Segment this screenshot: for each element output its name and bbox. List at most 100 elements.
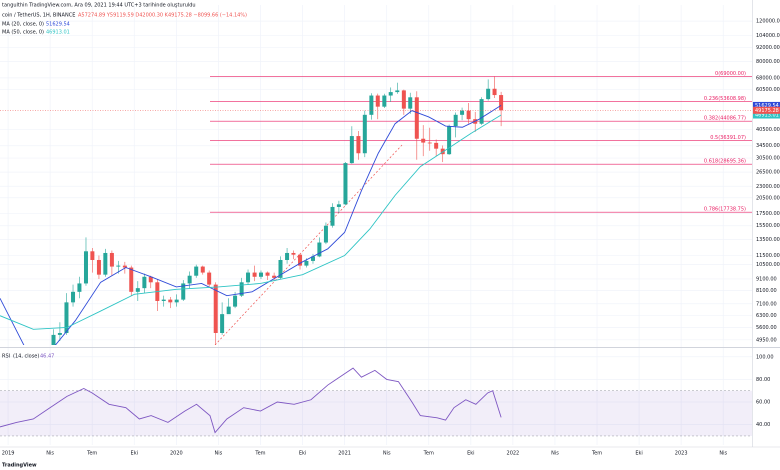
candle-body [479, 99, 484, 124]
candle-body [51, 334, 56, 345]
candle-body [285, 252, 290, 260]
candle-body [194, 266, 199, 276]
grid [0, 5, 752, 445]
candle-body [304, 260, 309, 266]
candle-body [278, 259, 283, 278]
candle-body [258, 272, 263, 277]
line-series [0, 367, 502, 434]
candle-body [408, 97, 413, 109]
legend-name: MA (50, close, 0) [2, 30, 44, 36]
y-tick-label: 6300.00 [756, 313, 777, 319]
y-tick-label: 11500.00 [756, 253, 780, 259]
fib-label: 0.236(53608.98) [704, 96, 746, 102]
candle-body [336, 204, 341, 207]
candle-body [388, 92, 393, 96]
x-tick-label: 2020 [170, 451, 183, 457]
candle-body [460, 110, 465, 115]
candle-body [298, 254, 303, 266]
y-tick-label: 10500.00 [756, 262, 780, 268]
y-tick-label: 40.00 [756, 422, 770, 428]
y-tick-label: 80000.00 [756, 59, 780, 65]
candle-body [226, 306, 231, 315]
footer: TradingView [2, 463, 37, 469]
x-tick-label: Nis [46, 451, 54, 457]
candle-body [427, 142, 432, 144]
candle-body [272, 275, 277, 278]
rsi-band [0, 390, 752, 436]
x-tick-label: Eki [635, 451, 642, 457]
x-tick-label: Nis [719, 451, 727, 457]
candle-body [213, 284, 218, 333]
candle-body [265, 272, 270, 276]
y-tick-label: 30500.00 [756, 156, 780, 162]
y-tick-label: 7100.00 [756, 301, 777, 307]
candle-body [246, 272, 251, 283]
x-tick-label: 2023 [675, 451, 688, 457]
y-tick-label: 8100.00 [756, 288, 777, 294]
price-box [753, 106, 780, 114]
fib-label: 0(69000.00) [715, 71, 746, 77]
x-tick-label: Tem [86, 451, 97, 457]
x-tick-label: Eki [131, 451, 138, 457]
legend-value: 46913.01 [46, 30, 70, 36]
candle-body [109, 252, 114, 267]
y-tick-label: 34500.00 [756, 143, 780, 149]
candle-body [207, 272, 212, 285]
y-tick-label: 100.00 [756, 354, 774, 360]
candle-body [330, 206, 335, 226]
candle-body [453, 114, 458, 127]
symbol-title: coin / TetherUS, 1H, BINANCE [2, 13, 75, 19]
legend-value: 46.47 [40, 354, 54, 360]
candle-body [64, 302, 69, 333]
candle-body [57, 332, 62, 335]
fib-label: 0.382(44086.77) [704, 116, 746, 122]
y-tick-label: 104000.00 [756, 33, 780, 39]
candle-body [343, 163, 348, 205]
y-tick-label: 20500.00 [756, 195, 780, 201]
candle-body [220, 314, 225, 333]
candle-body [187, 275, 192, 284]
candle-body [142, 276, 147, 289]
candle-body [168, 299, 173, 303]
y-tick-label: 23000.00 [756, 184, 780, 190]
price-box [753, 111, 780, 119]
candle-body [401, 90, 406, 109]
candle-body [129, 267, 134, 292]
price-box-label: 46913.01 [755, 113, 779, 119]
x-tick-label: Nis [215, 451, 223, 457]
candle-body [239, 282, 244, 296]
candle-body [486, 88, 491, 100]
y-tick-label: 120000.00 [756, 19, 780, 25]
legend-value: 51629.54 [46, 22, 70, 28]
y-tick-label: 92000.00 [756, 45, 780, 51]
y-tick-label: 40500.00 [756, 127, 780, 133]
candle-body [382, 95, 387, 107]
candle-body [492, 88, 497, 96]
axes: 2019 Nis Tem Eki 2020 Nis Tem Eki 2021 Nis Tem Eki 2… [0, 19, 780, 457]
x-tick-label: Nis [383, 451, 391, 457]
candle-body [148, 276, 153, 283]
legend-name: MA (20, close, 0) [2, 22, 44, 28]
candle-body [317, 242, 322, 257]
candle-body [447, 126, 452, 155]
rsi-band-layer [0, 390, 752, 437]
candle-body [103, 252, 108, 275]
candle-body [414, 97, 419, 139]
price-box-label: 49175.28 [755, 108, 779, 114]
fib-label: 0.5(36391.07) [710, 135, 746, 141]
candle-body [395, 90, 400, 93]
x-tick-label: Tem [423, 451, 434, 457]
x-tick-label: 2019 [2, 451, 15, 457]
candle-body [252, 272, 257, 277]
trend-line [214, 144, 403, 345]
y-tick-label: 15500.00 [756, 223, 780, 229]
rsi-title: RSI [2, 354, 10, 360]
credit: tangulthin TradingView.com, Ara 09, 2021… [2, 3, 196, 9]
candle-body [499, 95, 504, 111]
y-tick-label: 13500.00 [756, 237, 780, 243]
candle-body [440, 148, 445, 155]
x-tick-label: Tem [591, 451, 602, 457]
candle-body [116, 265, 121, 267]
candle-body [71, 291, 76, 303]
